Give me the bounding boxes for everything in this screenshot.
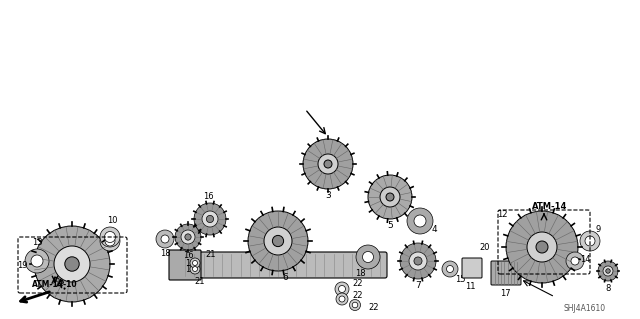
Text: 3: 3 <box>325 191 331 200</box>
Text: 15: 15 <box>455 275 465 284</box>
Circle shape <box>34 226 110 302</box>
Circle shape <box>442 261 458 277</box>
FancyBboxPatch shape <box>491 261 521 285</box>
Text: 18: 18 <box>355 269 365 278</box>
Circle shape <box>580 231 600 251</box>
Text: 5: 5 <box>387 221 393 230</box>
Text: 16: 16 <box>203 192 213 201</box>
Text: 14: 14 <box>580 255 591 263</box>
Text: 21: 21 <box>195 277 205 286</box>
Circle shape <box>65 257 79 271</box>
Circle shape <box>194 203 226 235</box>
Circle shape <box>536 241 548 253</box>
Circle shape <box>447 265 454 272</box>
Text: 18: 18 <box>160 249 170 258</box>
Circle shape <box>324 160 332 168</box>
Text: 22: 22 <box>352 291 362 300</box>
Text: 13: 13 <box>32 238 42 247</box>
Circle shape <box>273 235 284 247</box>
Circle shape <box>527 232 557 262</box>
Text: 22: 22 <box>352 279 362 288</box>
Text: 1: 1 <box>185 258 190 268</box>
Circle shape <box>407 208 433 234</box>
FancyBboxPatch shape <box>178 252 387 278</box>
Text: 10: 10 <box>107 216 117 225</box>
Text: 20: 20 <box>479 242 490 251</box>
Text: 1: 1 <box>185 264 190 273</box>
Circle shape <box>339 296 345 302</box>
Circle shape <box>156 230 174 248</box>
Text: SHJ4A1610: SHJ4A1610 <box>564 304 606 313</box>
FancyBboxPatch shape <box>169 250 201 280</box>
Circle shape <box>506 211 578 283</box>
Circle shape <box>181 230 195 244</box>
Circle shape <box>193 261 198 265</box>
Text: 9: 9 <box>595 225 600 234</box>
Circle shape <box>400 243 436 279</box>
Circle shape <box>303 139 353 189</box>
Circle shape <box>100 227 120 247</box>
Text: 17: 17 <box>500 289 510 298</box>
Circle shape <box>386 193 394 201</box>
Text: 4: 4 <box>432 225 438 234</box>
Text: ATM-14-10: ATM-14-10 <box>32 280 78 289</box>
Circle shape <box>566 252 584 270</box>
Circle shape <box>362 251 374 263</box>
Circle shape <box>54 246 90 282</box>
Circle shape <box>571 257 579 265</box>
Circle shape <box>161 235 169 243</box>
Circle shape <box>25 249 49 273</box>
Text: ATM-14: ATM-14 <box>532 202 568 211</box>
Circle shape <box>335 282 349 296</box>
Circle shape <box>206 215 214 223</box>
Circle shape <box>368 175 412 219</box>
Circle shape <box>380 187 400 207</box>
Circle shape <box>175 224 201 250</box>
Text: 6: 6 <box>282 273 288 282</box>
Circle shape <box>193 266 198 271</box>
Circle shape <box>105 236 115 246</box>
Circle shape <box>605 269 611 273</box>
Circle shape <box>185 234 191 240</box>
Text: 12: 12 <box>497 210 508 219</box>
Circle shape <box>339 286 346 293</box>
Circle shape <box>409 252 427 270</box>
Circle shape <box>585 236 595 246</box>
Circle shape <box>414 257 422 265</box>
Circle shape <box>356 245 380 269</box>
Text: 7: 7 <box>415 281 421 290</box>
Text: 19: 19 <box>17 262 28 271</box>
Text: 21: 21 <box>205 250 216 259</box>
Circle shape <box>202 211 218 227</box>
Circle shape <box>248 211 308 271</box>
FancyBboxPatch shape <box>462 258 482 278</box>
Circle shape <box>100 231 120 251</box>
Circle shape <box>352 302 358 308</box>
Circle shape <box>31 255 43 267</box>
Text: 22: 22 <box>368 302 378 311</box>
Circle shape <box>264 227 292 255</box>
Circle shape <box>598 261 618 281</box>
Circle shape <box>190 258 200 268</box>
Text: 8: 8 <box>605 284 611 293</box>
Circle shape <box>349 300 360 310</box>
Circle shape <box>318 154 338 174</box>
Text: 16: 16 <box>182 251 193 260</box>
Circle shape <box>104 232 115 242</box>
Circle shape <box>190 264 200 274</box>
Circle shape <box>336 293 348 305</box>
Circle shape <box>414 215 426 227</box>
Circle shape <box>603 266 613 276</box>
Text: 11: 11 <box>465 282 476 291</box>
Text: FR.: FR. <box>48 275 68 292</box>
